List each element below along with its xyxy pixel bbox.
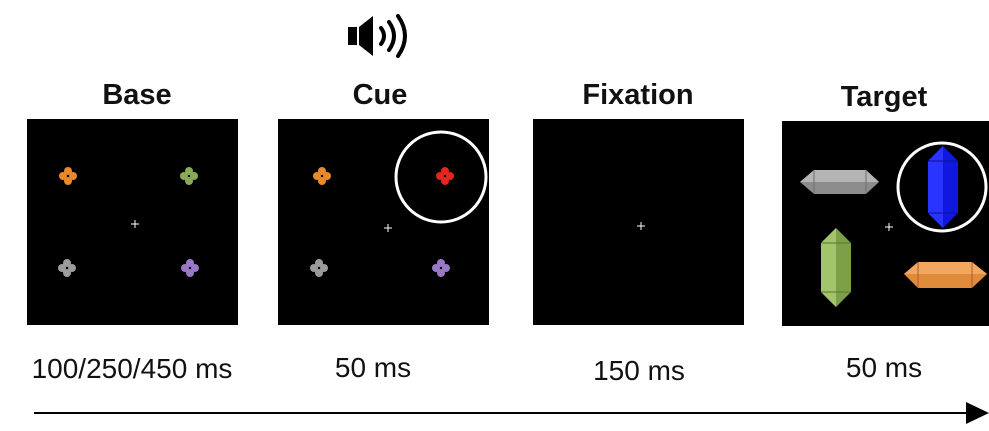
green-crystal-stimulus xyxy=(821,228,851,307)
cue-panel xyxy=(278,119,489,325)
fixation-cross xyxy=(637,222,645,230)
purple-flower-stimulus xyxy=(432,259,450,277)
fixation-cross xyxy=(384,224,392,232)
gray-crystal-stimulus xyxy=(800,170,879,194)
gray-flower-stimulus xyxy=(310,259,328,277)
green-flower-stimulus xyxy=(180,167,198,185)
duration-target: 50 ms xyxy=(845,352,923,383)
blue-crystal-stimulus xyxy=(928,146,958,228)
gray-flower-stimulus xyxy=(58,259,76,277)
target-panel xyxy=(782,121,989,326)
fixation-cross xyxy=(131,220,139,228)
orange-crystal-stimulus xyxy=(904,262,987,288)
cue-circle xyxy=(394,130,488,224)
fixation-cross xyxy=(885,223,893,231)
stage-title-fixation: Fixation xyxy=(582,79,694,111)
orange-flower-stimulus xyxy=(313,167,331,185)
fixation-panel xyxy=(533,119,744,325)
duration-base: 100/250/450 ms xyxy=(31,353,233,384)
purple-flower-stimulus xyxy=(181,259,199,277)
stage-title-cue: Cue xyxy=(352,79,408,111)
red-flower-stimulus xyxy=(436,167,454,185)
base-panel xyxy=(27,119,238,325)
stage-title-base: Base xyxy=(102,79,172,111)
duration-cue: 50 ms xyxy=(334,352,412,383)
orange-flower-stimulus xyxy=(59,167,77,185)
stage-title-target: Target xyxy=(840,81,928,113)
duration-fixation: 150 ms xyxy=(593,355,685,386)
speaker-sound-icon xyxy=(348,14,407,58)
cue-circle xyxy=(896,141,988,233)
timeline-arrow xyxy=(34,402,989,424)
